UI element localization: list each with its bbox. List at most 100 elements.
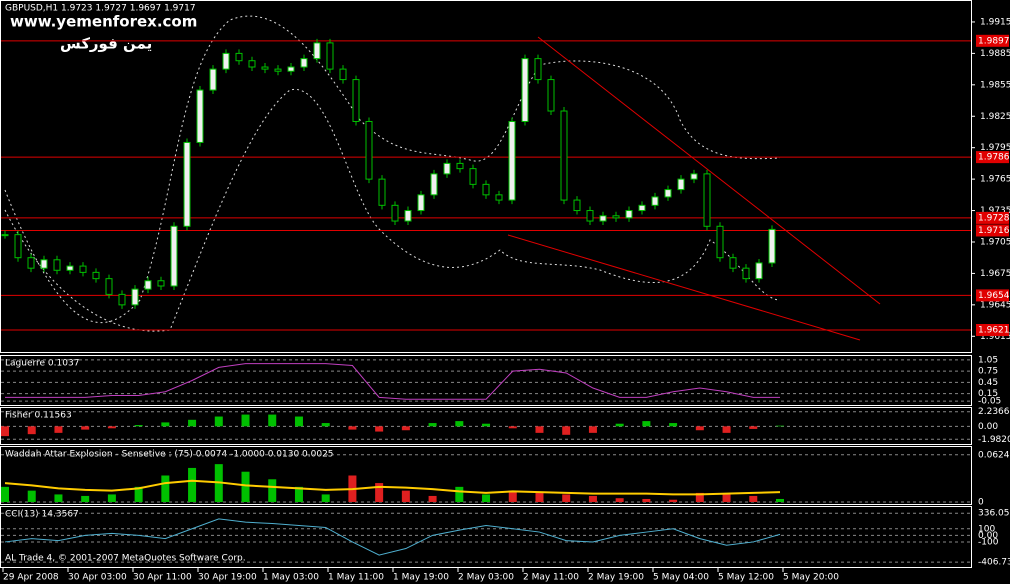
candle bbox=[183, 141, 191, 227]
price-tick-label: 1.9615 bbox=[980, 332, 1010, 342]
candle bbox=[755, 262, 763, 280]
price-tick-label: 1.9735 bbox=[980, 206, 1010, 216]
candle bbox=[274, 68, 282, 72]
candle bbox=[79, 265, 87, 273]
panel-tick-label: 0.0624 bbox=[978, 450, 1010, 460]
histogram-bar bbox=[134, 486, 143, 502]
price-tick-label: 1.9645 bbox=[980, 300, 1010, 310]
histogram-bar bbox=[749, 426, 758, 429]
histogram-bar bbox=[54, 426, 63, 433]
footer: AL Trade 4, © 2001-2007 MetaQuotes Softw… bbox=[5, 554, 246, 564]
histogram-bar bbox=[1, 486, 9, 502]
level-label: 1.9716 bbox=[978, 226, 1010, 236]
trend-line bbox=[537, 36, 881, 305]
histogram-bar bbox=[294, 486, 303, 502]
histogram-bar bbox=[214, 416, 223, 427]
time-label: 2 May 03:00 bbox=[458, 573, 514, 583]
candle bbox=[417, 194, 425, 212]
candle bbox=[170, 225, 178, 287]
candle bbox=[625, 210, 633, 219]
histogram-bar bbox=[54, 494, 63, 502]
time-label: 29 Apr 2008 bbox=[3, 573, 59, 583]
price-tick-label: 1.9765 bbox=[980, 175, 1010, 185]
indicator-line bbox=[5, 363, 780, 400]
panel-title: Laguerre 0.1037 bbox=[5, 359, 79, 369]
histogram-bar bbox=[161, 475, 170, 502]
candle bbox=[690, 173, 698, 180]
candle bbox=[313, 42, 321, 60]
histogram-bar bbox=[81, 426, 90, 430]
level-label: 1.9897 bbox=[978, 36, 1010, 46]
candle bbox=[378, 178, 386, 206]
level-label-bg bbox=[976, 224, 1009, 237]
candle bbox=[703, 173, 711, 227]
level-label: 1.9654 bbox=[978, 291, 1010, 301]
candle bbox=[287, 66, 295, 72]
panel-tick-label: -1.98208 bbox=[978, 435, 1010, 445]
panel-tick-label: 100 bbox=[978, 524, 995, 534]
candle bbox=[560, 110, 568, 201]
histogram-bar bbox=[1, 426, 9, 437]
panel-tick-label: 0.75 bbox=[978, 367, 998, 377]
histogram-bar bbox=[749, 495, 758, 502]
time-label: 2 May 19:00 bbox=[588, 573, 644, 583]
candle bbox=[495, 194, 503, 201]
histogram-bar bbox=[294, 416, 303, 427]
price-tick-label: 1.9915 bbox=[980, 17, 1010, 27]
histogram-bar bbox=[188, 419, 197, 427]
histogram-bar bbox=[669, 499, 678, 502]
panel-frame bbox=[0, 355, 972, 406]
panel-frame bbox=[0, 446, 972, 505]
candle bbox=[430, 173, 438, 196]
histogram-bar bbox=[375, 426, 384, 432]
histogram-bar bbox=[428, 495, 437, 502]
panel-tick-label: -0.05 bbox=[978, 397, 1001, 407]
symbol-info: GBPUSD,H1 1.9723 1.9727 1.9697 1.9717 bbox=[5, 4, 196, 14]
histogram-bar bbox=[776, 498, 784, 502]
panel-tick-label: 2.23666 bbox=[978, 407, 1010, 417]
candle bbox=[326, 42, 334, 70]
candle bbox=[443, 162, 451, 175]
indicator-line bbox=[4, 479, 781, 496]
histogram-bar bbox=[642, 498, 651, 502]
price-tick-label: 1.9855 bbox=[980, 80, 1010, 90]
price-tick-label: 1.9885 bbox=[980, 49, 1010, 59]
candle bbox=[105, 278, 113, 295]
histogram-bar bbox=[401, 426, 410, 431]
candle bbox=[599, 215, 607, 222]
histogram-bar bbox=[107, 426, 116, 429]
candle bbox=[27, 257, 35, 269]
panel-tick-label: 0.15 bbox=[978, 389, 998, 399]
candle bbox=[456, 162, 464, 170]
candle bbox=[365, 120, 373, 180]
candle bbox=[716, 225, 724, 259]
bollinger-upper bbox=[4, 15, 781, 324]
panel-title: CCI(13) 14.3567 bbox=[5, 510, 79, 520]
panel-tick-label: 336.0562 bbox=[978, 509, 1010, 519]
candle bbox=[651, 196, 659, 206]
level-label-bg bbox=[976, 323, 1009, 336]
candle bbox=[508, 120, 516, 201]
panel-tick-label: -100 bbox=[978, 537, 999, 547]
candle bbox=[352, 79, 360, 122]
candle bbox=[469, 168, 477, 185]
histogram-bar bbox=[375, 483, 384, 502]
candle bbox=[521, 58, 529, 122]
histogram-bar bbox=[134, 425, 143, 427]
candle bbox=[53, 259, 61, 271]
level-label-bg bbox=[976, 289, 1009, 302]
level-label-bg bbox=[976, 211, 1009, 224]
candle bbox=[196, 89, 204, 143]
histogram-bar bbox=[615, 498, 624, 502]
candle bbox=[482, 183, 490, 196]
histogram-bar bbox=[241, 471, 250, 502]
panel-title: Fisher 0.11563 bbox=[5, 411, 72, 421]
histogram-bar bbox=[348, 426, 357, 430]
site-arabic: يمن فوركس bbox=[60, 35, 152, 53]
candle bbox=[729, 257, 737, 269]
histogram-bar bbox=[695, 492, 704, 502]
panel-tick-label: 0 bbox=[978, 498, 984, 508]
histogram-bar bbox=[455, 486, 464, 502]
